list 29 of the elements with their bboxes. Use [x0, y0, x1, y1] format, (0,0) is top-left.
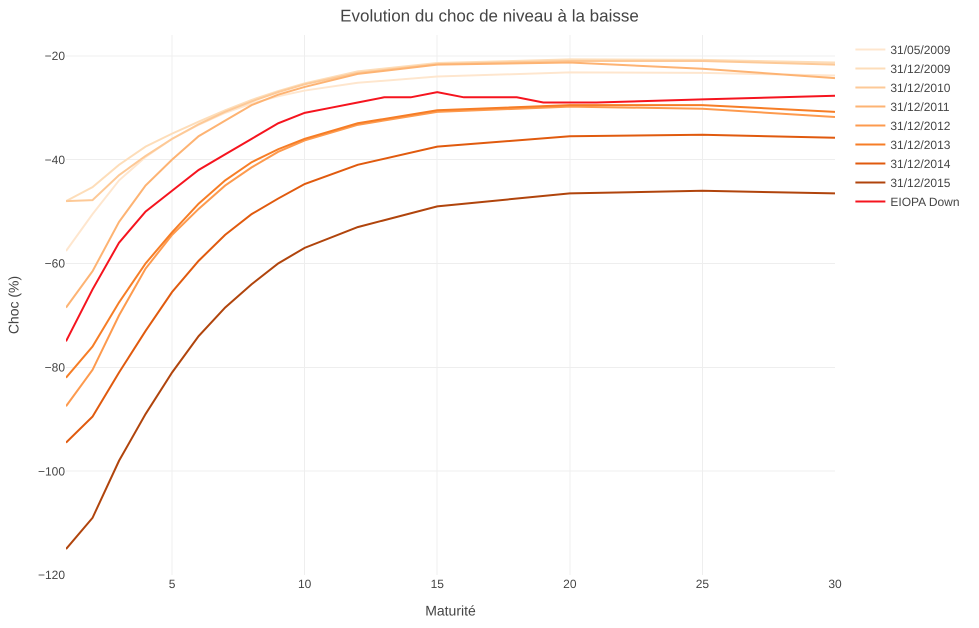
legend-label: EIOPA Down	[890, 195, 960, 210]
legend-label: 31/05/2009	[890, 43, 951, 58]
y-tick-label: −20	[44, 48, 66, 63]
x-tick-label: 5	[168, 577, 176, 591]
y-tick-label: −80	[44, 360, 66, 375]
legend-label: 31/12/2014	[890, 157, 951, 172]
chart-title: Evolution du choc de niveau à la baisse	[340, 6, 639, 26]
line-series	[66, 134, 835, 444]
y-tick-label: −120	[38, 568, 66, 582]
legend-label: 31/12/2009	[890, 62, 951, 76]
legend-label: 31/12/2015	[890, 176, 951, 190]
legend-label: 31/12/2011	[890, 100, 950, 114]
x-axis-title: Maturité	[425, 602, 476, 618]
legend-label: 31/12/2012	[890, 119, 951, 134]
x-tick-label: 30	[828, 577, 842, 591]
x-tick-label: 25	[696, 577, 710, 591]
line-series	[66, 71, 835, 252]
line-series	[66, 190, 835, 550]
x-tick-label: 20	[563, 577, 577, 591]
y-axis-title: Choc (%)	[6, 276, 22, 334]
legend-label: 31/12/2013	[890, 138, 951, 152]
y-tick-label: −100	[38, 464, 66, 478]
x-tick-label: 15	[430, 577, 444, 591]
x-tick-label: 10	[298, 577, 312, 591]
line-series	[66, 91, 835, 342]
y-tick-label: −40	[44, 152, 66, 167]
legend-label: 31/12/2010	[890, 81, 951, 96]
y-tick-label: −60	[44, 256, 66, 271]
line-series	[66, 62, 835, 309]
